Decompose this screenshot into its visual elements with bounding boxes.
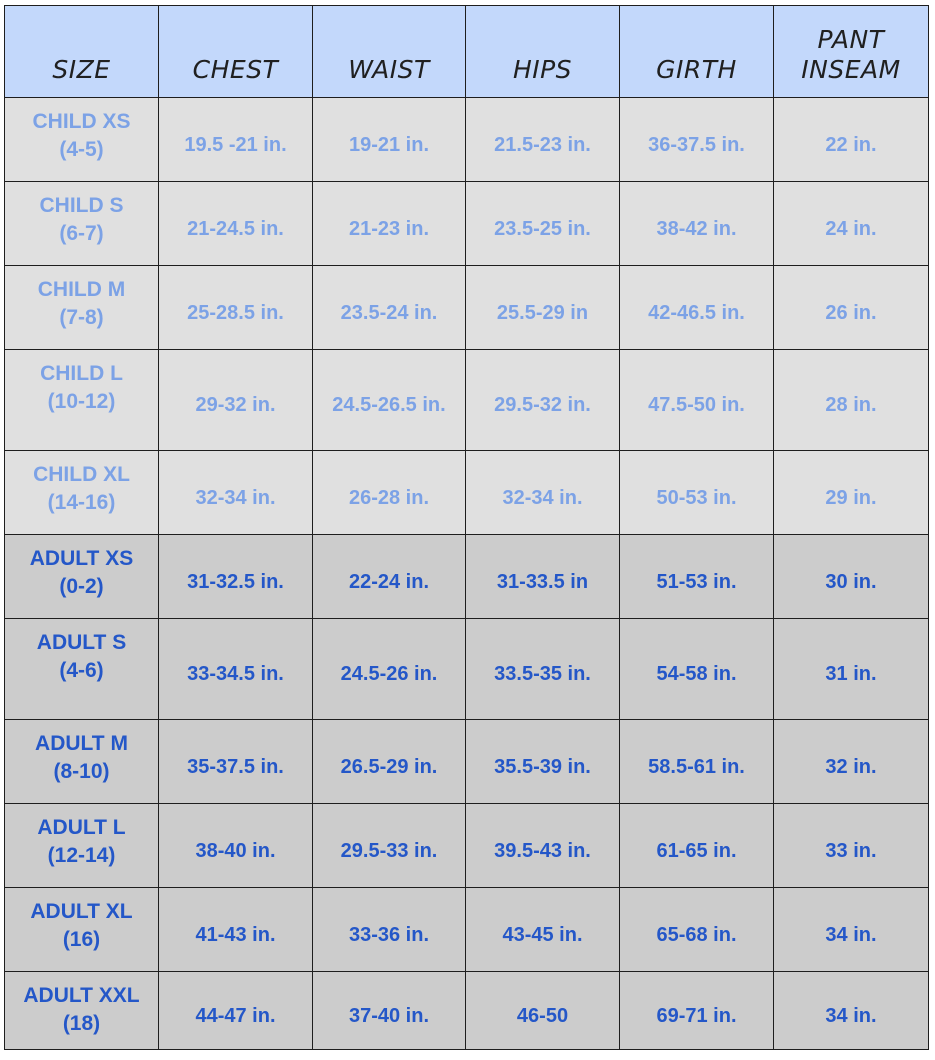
size-cell: ADULT M (8-10)	[4, 719, 159, 804]
waist-cell: 23.5-24 in.	[312, 265, 466, 350]
hips-cell: 39.5-43 in.	[465, 803, 620, 888]
table-row: CHILD XS (4-5) 19.5 -21 in. 19-21 in. 21…	[4, 97, 929, 182]
inseam-cell: 24 in.	[773, 181, 929, 266]
waist-cell: 24.5-26.5 in.	[312, 349, 466, 451]
size-cell: CHILD M (7-8)	[4, 265, 159, 350]
girth-cell: 65-68 in.	[619, 887, 774, 972]
chest-cell: 33-34.5 in.	[158, 618, 313, 720]
inseam-cell: 34 in.	[773, 971, 929, 1050]
inseam-cell: 29 in.	[773, 450, 929, 535]
waist-cell: 37-40 in.	[312, 971, 466, 1050]
size-cell: ADULT XXL (18)	[4, 971, 159, 1050]
girth-cell: 47.5-50 in.	[619, 349, 774, 451]
chest-cell: 29-32 in.	[158, 349, 313, 451]
header-pant-inseam: PANT INSEAM	[773, 5, 929, 98]
inseam-cell: 28 in.	[773, 349, 929, 451]
chest-cell: 41-43 in.	[158, 887, 313, 972]
inseam-cell: 32 in.	[773, 719, 929, 804]
girth-cell: 36-37.5 in.	[619, 97, 774, 182]
waist-cell: 24.5-26 in.	[312, 618, 466, 720]
waist-cell: 29.5-33 in.	[312, 803, 466, 888]
chest-cell: 35-37.5 in.	[158, 719, 313, 804]
girth-cell: 61-65 in.	[619, 803, 774, 888]
table-row: CHILD XL (14-16) 32-34 in. 26-28 in. 32-…	[4, 450, 929, 535]
table-row: ADULT XS (0-2) 31-32.5 in. 22-24 in. 31-…	[4, 534, 929, 619]
header-row: SIZE CHEST WAIST HIPS GIRTH PANT INSEAM	[4, 5, 929, 98]
size-cell: CHILD L (10-12)	[4, 349, 159, 451]
header-hips: HIPS	[465, 5, 620, 98]
chest-cell: 31-32.5 in.	[158, 534, 313, 619]
table-row: CHILD L (10-12) 29-32 in. 24.5-26.5 in. …	[4, 349, 929, 451]
waist-cell: 22-24 in.	[312, 534, 466, 619]
header-girth: GIRTH	[619, 5, 774, 98]
table-row: ADULT S (4-6) 33-34.5 in. 24.5-26 in. 33…	[4, 618, 929, 720]
waist-cell: 26.5-29 in.	[312, 719, 466, 804]
waist-cell: 33-36 in.	[312, 887, 466, 972]
header-waist: WAIST	[312, 5, 466, 98]
size-chart-table: SIZE CHEST WAIST HIPS GIRTH PANT INSEAM …	[4, 5, 929, 1050]
table-row: ADULT L (12-14) 38-40 in. 29.5-33 in. 39…	[4, 803, 929, 888]
header-size: SIZE	[4, 5, 159, 98]
size-cell: CHILD XL (14-16)	[4, 450, 159, 535]
table-row: ADULT M (8-10) 35-37.5 in. 26.5-29 in. 3…	[4, 719, 929, 804]
hips-cell: 32-34 in.	[465, 450, 620, 535]
girth-cell: 54-58 in.	[619, 618, 774, 720]
girth-cell: 51-53 in.	[619, 534, 774, 619]
chest-cell: 38-40 in.	[158, 803, 313, 888]
chest-cell: 21-24.5 in.	[158, 181, 313, 266]
hips-cell: 35.5-39 in.	[465, 719, 620, 804]
inseam-cell: 34 in.	[773, 887, 929, 972]
chest-cell: 44-47 in.	[158, 971, 313, 1050]
girth-cell: 69-71 in.	[619, 971, 774, 1050]
size-cell: ADULT S (4-6)	[4, 618, 159, 720]
hips-cell: 29.5-32 in.	[465, 349, 620, 451]
waist-cell: 26-28 in.	[312, 450, 466, 535]
chest-cell: 25-28.5 in.	[158, 265, 313, 350]
hips-cell: 21.5-23 in.	[465, 97, 620, 182]
table-row: ADULT XL (16) 41-43 in. 33-36 in. 43-45 …	[4, 887, 929, 972]
size-cell: ADULT XL (16)	[4, 887, 159, 972]
hips-cell: 43-45 in.	[465, 887, 620, 972]
inseam-cell: 33 in.	[773, 803, 929, 888]
size-cell: CHILD XS (4-5)	[4, 97, 159, 182]
girth-cell: 42-46.5 in.	[619, 265, 774, 350]
hips-cell: 23.5-25 in.	[465, 181, 620, 266]
size-cell: ADULT XS (0-2)	[4, 534, 159, 619]
table-row: CHILD M (7-8) 25-28.5 in. 23.5-24 in. 25…	[4, 265, 929, 350]
chest-cell: 19.5 -21 in.	[158, 97, 313, 182]
size-cell: CHILD S (6-7)	[4, 181, 159, 266]
header-chest: CHEST	[158, 5, 313, 98]
girth-cell: 58.5-61 in.	[619, 719, 774, 804]
girth-cell: 50-53 in.	[619, 450, 774, 535]
chest-cell: 32-34 in.	[158, 450, 313, 535]
inseam-cell: 26 in.	[773, 265, 929, 350]
hips-cell: 46-50	[465, 971, 620, 1050]
hips-cell: 33.5-35 in.	[465, 618, 620, 720]
hips-cell: 25.5-29 in	[465, 265, 620, 350]
inseam-cell: 31 in.	[773, 618, 929, 720]
waist-cell: 21-23 in.	[312, 181, 466, 266]
waist-cell: 19-21 in.	[312, 97, 466, 182]
inseam-cell: 30 in.	[773, 534, 929, 619]
size-cell: ADULT L (12-14)	[4, 803, 159, 888]
inseam-cell: 22 in.	[773, 97, 929, 182]
hips-cell: 31-33.5 in	[465, 534, 620, 619]
table-row: CHILD S (6-7) 21-24.5 in. 21-23 in. 23.5…	[4, 181, 929, 266]
table-row: ADULT XXL (18) 44-47 in. 37-40 in. 46-50…	[4, 971, 929, 1050]
girth-cell: 38-42 in.	[619, 181, 774, 266]
